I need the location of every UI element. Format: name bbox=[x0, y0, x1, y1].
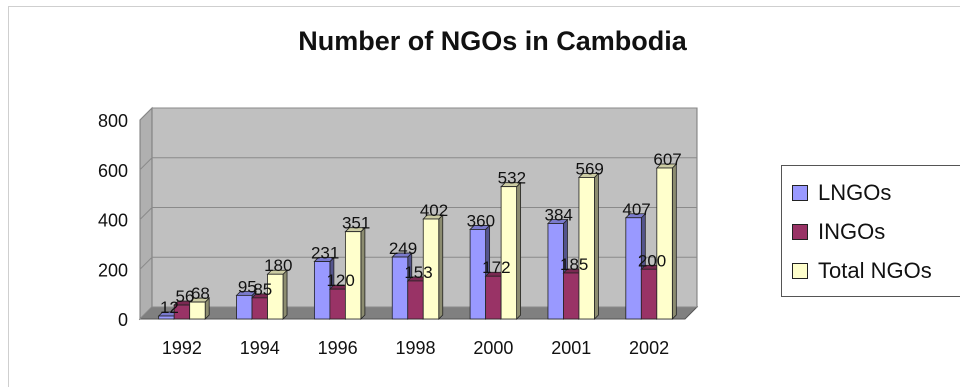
x-tick-label: 1994 bbox=[240, 338, 280, 358]
x-tick-label: 2000 bbox=[473, 338, 513, 358]
bar bbox=[486, 276, 502, 319]
data-label: 185 bbox=[560, 255, 588, 274]
data-label: 402 bbox=[420, 201, 448, 220]
data-label: 200 bbox=[638, 251, 666, 270]
y-tick-label: 600 bbox=[98, 161, 128, 181]
data-label: 172 bbox=[482, 258, 510, 277]
bar bbox=[641, 269, 657, 319]
bar bbox=[237, 295, 253, 319]
data-label: 569 bbox=[576, 159, 604, 178]
data-label: 180 bbox=[264, 256, 292, 275]
data-label: 360 bbox=[467, 211, 495, 230]
bar bbox=[408, 281, 424, 319]
bar bbox=[657, 168, 673, 319]
legend-swatch-ingos bbox=[792, 224, 808, 240]
data-label: 68 bbox=[191, 284, 210, 303]
x-tick-label: 1998 bbox=[395, 338, 435, 358]
y-tick-label: 800 bbox=[98, 111, 128, 131]
x-tick-label: 1996 bbox=[318, 338, 358, 358]
bar bbox=[501, 187, 517, 319]
y-axis-ticks: 0 200 400 600 800 bbox=[98, 111, 128, 330]
bar bbox=[579, 177, 595, 319]
legend-item-lngos: LNGOs bbox=[792, 179, 891, 207]
bar-side bbox=[672, 164, 676, 319]
data-label: 249 bbox=[389, 239, 417, 258]
data-label: 120 bbox=[326, 271, 354, 290]
data-label: 85 bbox=[253, 280, 272, 299]
data-label: 532 bbox=[498, 169, 526, 188]
data-label: 407 bbox=[622, 200, 650, 219]
data-label: 153 bbox=[404, 263, 432, 282]
y-tick-label: 400 bbox=[98, 211, 128, 231]
data-label: 351 bbox=[342, 214, 370, 233]
x-tick-label: 1992 bbox=[162, 338, 202, 358]
bar-side bbox=[594, 173, 598, 319]
bar bbox=[563, 273, 579, 319]
legend: LNGOs INGOs Total NGOs bbox=[781, 165, 960, 297]
x-axis-ticks: 1992 1994 1996 1998 2000 2001 2002 bbox=[162, 338, 669, 358]
data-label: 607 bbox=[653, 150, 681, 169]
bar-side bbox=[439, 215, 443, 319]
data-label: 231 bbox=[311, 244, 339, 263]
x-tick-label: 2001 bbox=[551, 338, 591, 358]
bar-side bbox=[283, 270, 287, 319]
legend-item-total-ngos: Total NGOs bbox=[792, 257, 932, 285]
legend-item-ingos: INGOs bbox=[792, 218, 885, 246]
bar-side bbox=[361, 228, 365, 319]
legend-label-lngos: LNGOs bbox=[818, 180, 891, 206]
bar bbox=[252, 298, 267, 319]
data-label: 384 bbox=[545, 205, 573, 224]
legend-swatch-lngos bbox=[792, 185, 808, 201]
y-tick-label: 0 bbox=[118, 310, 128, 330]
legend-swatch-total-ngos bbox=[792, 263, 808, 279]
bar bbox=[330, 289, 346, 319]
legend-label-ingos: INGOs bbox=[818, 219, 885, 245]
bar-side bbox=[517, 183, 521, 319]
x-tick-label: 2002 bbox=[629, 338, 669, 358]
y-tick-label: 200 bbox=[98, 260, 128, 280]
legend-label-total-ngos: Total NGOs bbox=[818, 258, 932, 284]
